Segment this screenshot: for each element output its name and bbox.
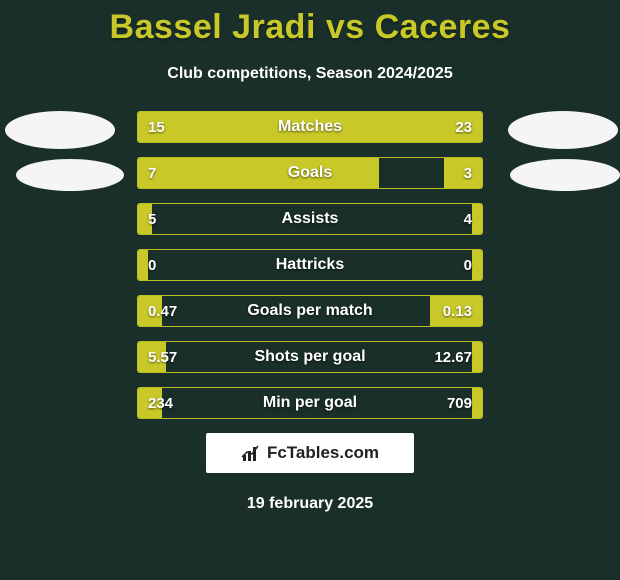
branding-badge[interactable]: FcTables.com (206, 433, 414, 473)
player-right-avatar-1 (508, 111, 618, 149)
stat-label: Goals per match (138, 296, 482, 326)
stat-row: 0 Hattricks 0 (137, 249, 483, 281)
stat-row: 5 Assists 4 (137, 203, 483, 235)
stat-value-right: 23 (455, 112, 472, 142)
stat-row: 7 Goals 3 (137, 157, 483, 189)
stat-row: 5.57 Shots per goal 12.67 (137, 341, 483, 373)
stat-label: Min per goal (138, 388, 482, 418)
player-left-avatar-2 (16, 159, 124, 191)
stat-value-right: 3 (464, 158, 472, 188)
stat-label: Hattricks (138, 250, 482, 280)
stat-bars: 15 Matches 23 7 Goals 3 5 Assists 4 0 Ha… (137, 111, 483, 419)
stat-value-right: 12.67 (434, 342, 472, 372)
stat-label: Matches (138, 112, 482, 142)
stat-value-right: 0.13 (443, 296, 472, 326)
subtitle: Club competitions, Season 2024/2025 (0, 65, 620, 83)
stat-row: 15 Matches 23 (137, 111, 483, 143)
stat-label: Goals (138, 158, 482, 188)
stat-row: 234 Min per goal 709 (137, 387, 483, 419)
player-left-avatar-1 (5, 111, 115, 149)
page-title: Bassel Jradi vs Caceres (0, 0, 620, 47)
bar-chart-icon (241, 443, 261, 463)
stat-row: 0.47 Goals per match 0.13 (137, 295, 483, 327)
stat-value-right: 709 (447, 388, 472, 418)
comparison-chart: 15 Matches 23 7 Goals 3 5 Assists 4 0 Ha… (0, 111, 620, 419)
branding-label: FcTables.com (267, 443, 379, 463)
stat-value-right: 0 (464, 250, 472, 280)
footer-date: 19 february 2025 (0, 495, 620, 513)
stat-value-right: 4 (464, 204, 472, 234)
stat-label: Assists (138, 204, 482, 234)
stat-label: Shots per goal (138, 342, 482, 372)
player-right-avatar-2 (510, 159, 620, 191)
